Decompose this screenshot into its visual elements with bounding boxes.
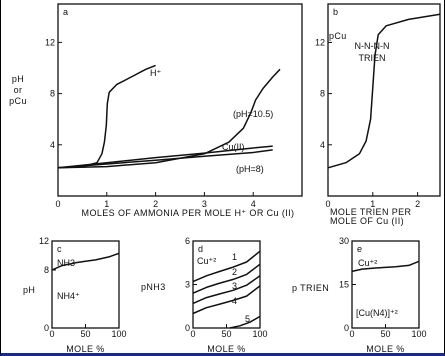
panel-c-ytick-label: 0 xyxy=(44,323,49,333)
panel-c-letter: c xyxy=(57,244,62,254)
panel-d-ytick-label: 6 xyxy=(185,236,190,246)
panel-d: d 0 50 100 0 3 6 pNH3 MOLE % Cu⁺² 1 2 3 45 xyxy=(141,236,268,354)
panel-a-series-line xyxy=(57,149,273,169)
panel-a-xtick-label: 4 xyxy=(251,199,256,209)
panel-b-series-line xyxy=(327,13,441,169)
panel-d-xtick-label: 0 xyxy=(190,329,195,339)
panel-c-ylabel: pH xyxy=(23,285,35,295)
panel-d-annotation: 1 xyxy=(232,252,237,262)
panel-a-ylabel-pcu: pCu xyxy=(9,96,27,106)
panel-b-ylabel: pCu xyxy=(329,31,347,41)
panel-c-ytick-label: 12 xyxy=(39,236,49,246)
panel-a-series-line xyxy=(57,68,281,169)
panel-d-annotation: 4 xyxy=(232,296,237,306)
panel-a-series-line xyxy=(57,64,156,169)
panel-b-ytick-label: 12 xyxy=(315,37,325,47)
panel-d-series-line xyxy=(229,315,261,329)
panel-c-series-line xyxy=(51,252,120,271)
panel-e-xtick-label: 100 xyxy=(411,329,426,339)
panel-d-series-line xyxy=(192,275,261,305)
panel-e-xlabel: MOLE % xyxy=(366,344,404,354)
panel-a-xtick-label: 2 xyxy=(153,199,158,209)
panel-c-xtick-label: 0 xyxy=(49,329,54,339)
panel-e-annotation: Cu⁺² xyxy=(358,258,377,268)
panel-d-xtick-label: 50 xyxy=(221,329,231,339)
panel-b-xtick-label: 1 xyxy=(370,199,375,209)
panel-c-ytick-label: 8 xyxy=(44,265,49,275)
panel-b-letter: b xyxy=(333,7,338,17)
panel-a-frame xyxy=(57,3,303,197)
panel-a-letter: a xyxy=(63,7,68,17)
panel-b-xlabel: MOLE TRIEN PER xyxy=(330,207,412,217)
panel-c: c 0 50 100 0 8 12 pH MOLE % NH3 NH4⁺ xyxy=(23,236,127,354)
panel-e-xtick-label: 50 xyxy=(380,329,390,339)
panel-c-annotation: NH3 xyxy=(57,258,75,268)
panel-d-series-line xyxy=(192,285,261,315)
panel-d-series-line xyxy=(192,250,261,283)
panel-e-annotation: [Cu(N4)]⁺² xyxy=(356,308,398,318)
panel-e-xtick-label: 0 xyxy=(349,329,354,339)
panel-d-ytick-label: 3 xyxy=(185,280,190,290)
panel-d-xtick-label: 100 xyxy=(252,329,267,339)
panel-e-ytick-label: 30 xyxy=(339,236,349,246)
panel-a-series-line xyxy=(57,145,273,169)
panel-d-annotation: 5 xyxy=(245,314,250,324)
panel-a-ytick-label: 12 xyxy=(45,37,55,47)
panel-d-annotation: Cu⁺² xyxy=(197,256,216,266)
panel-b-xlabel-2: MOLE OF Cu (II) xyxy=(330,216,404,226)
panel-a-annotation: H⁺ xyxy=(150,68,161,78)
panel-d-ylabel: pNH3 xyxy=(141,282,166,292)
panel-d-ytick-label: 0 xyxy=(185,323,190,333)
panel-b-annotation: N-N-N-N xyxy=(355,41,390,51)
panel-c-frame xyxy=(51,240,120,329)
panel-e-ytick-label: 0 xyxy=(344,323,349,333)
panel-d-annotation: 3 xyxy=(232,281,237,291)
panel-b-annotation: TRIEN xyxy=(359,53,386,63)
panel-b-ytick-label: 8 xyxy=(320,89,325,99)
panel-a-xtick-label: 1 xyxy=(104,199,109,209)
panel-a-annotation: (pH=8) xyxy=(236,164,264,174)
panel-d-letter: d xyxy=(198,244,203,254)
panel-e-series-line xyxy=(351,260,420,273)
panel-b-ytick-label: 4 xyxy=(320,140,325,150)
panel-a-annotation: (pH=10.5) xyxy=(233,109,273,119)
panel-a-xtick-label: 3 xyxy=(202,199,207,209)
panel-c-xtick-label: 50 xyxy=(80,329,90,339)
panel-e-ylabel: p TRIEN xyxy=(292,283,329,293)
panel-b-xtick-label: 2 xyxy=(415,199,420,209)
panel-b-xtick-label: 0 xyxy=(325,199,330,209)
panel-a-annotation: Cu(II) xyxy=(222,142,245,152)
panel-d-series-line xyxy=(192,263,261,294)
panel-e: e 0 50 100 0 15 30 p TRIEN MOLE % Cu⁺² [Cu(N4)]⁺² xyxy=(292,236,427,354)
panel-a-ytick-label: 4 xyxy=(50,140,55,150)
panel-a-ytick-label: 8 xyxy=(50,89,55,99)
panel-a-xlabel: MOLES OF AMMONIA PER MOLE H⁺ OR Cu (II) xyxy=(82,208,295,218)
panel-c-annotation: NH4⁺ xyxy=(57,291,80,301)
panel-e-ytick-label: 15 xyxy=(339,280,349,290)
panel-a-xtick-label: 0 xyxy=(55,199,60,209)
panel-e-letter: e xyxy=(357,244,362,254)
panel-d-annotation: 2 xyxy=(232,267,237,277)
panel-a-ylabel-ph: pH xyxy=(12,74,24,84)
panel-c-xtick-label: 100 xyxy=(111,329,126,339)
panel-b-frame xyxy=(327,3,441,197)
panel-a-ylabel-or: or xyxy=(14,85,23,95)
panel-d-xlabel: MOLE % xyxy=(207,344,245,354)
panel-c-xlabel: MOLE % xyxy=(66,344,104,354)
